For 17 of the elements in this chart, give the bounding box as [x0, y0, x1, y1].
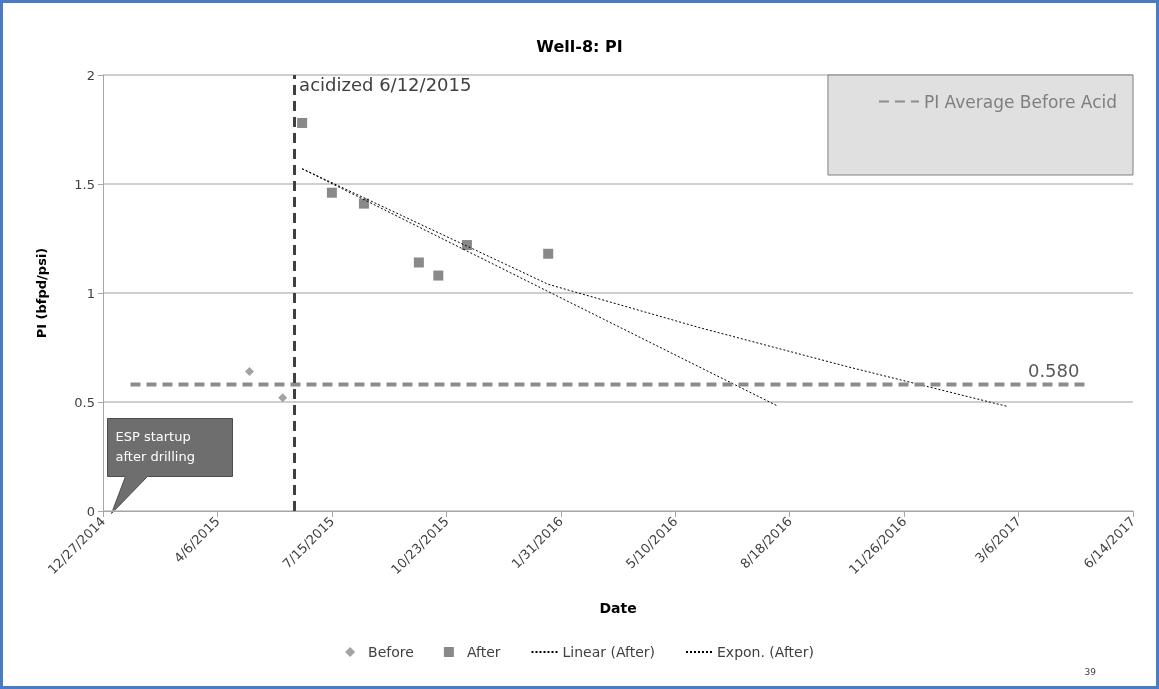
y-tick-label: 0.5 [74, 394, 95, 410]
legend-label: Before [368, 644, 414, 660]
data-label: 0.580 [1027, 360, 1080, 382]
legend-label: Expon. (After) [717, 644, 814, 660]
y-axis-title: PI (bfpd/psi) [34, 247, 49, 339]
x-axis-title: Date [599, 600, 637, 616]
y-tick-label: 1 [86, 285, 95, 301]
y-tick-label: 0 [86, 503, 95, 519]
legend-label: After [466, 644, 501, 660]
annotation: ESP startup after drilling [115, 429, 195, 464]
y-tick-label: 1.5 [74, 176, 95, 192]
legend-label: Linear (After) [562, 644, 656, 660]
legend-label: PI Average Before Acid [923, 91, 1117, 112]
text: 39 [1084, 666, 1097, 677]
y-tick-label: 2 [86, 67, 95, 83]
chart-title: Well-8: PI [536, 36, 623, 56]
ref-line-label: acidized 6/12/2015 [299, 73, 472, 95]
